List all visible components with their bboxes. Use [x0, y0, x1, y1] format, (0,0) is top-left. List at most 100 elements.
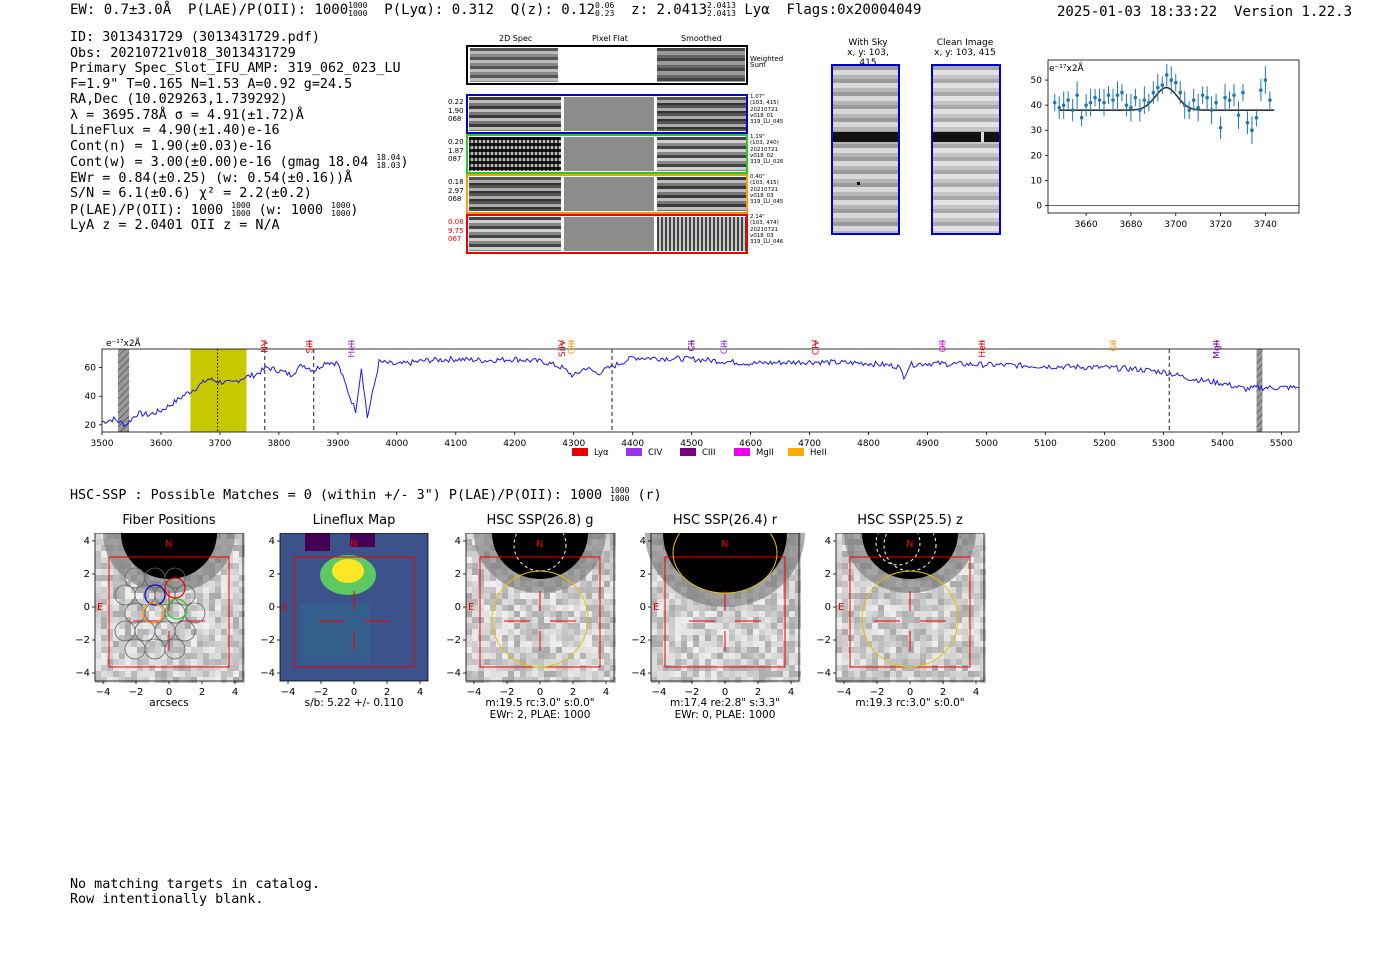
fit-point [1151, 90, 1156, 95]
fit-xtick-label: 3720 [1209, 220, 1232, 230]
fiber-circle [164, 567, 186, 589]
ytick-label: 4 [455, 536, 461, 547]
fit-point [1129, 105, 1133, 110]
info-contw: Cont(w) = 3.00(±0.00)e-16 (gmag 18.04 18… [70, 153, 409, 171]
spec-xtick-label: 5200 [1093, 439, 1116, 449]
fit-point [1066, 98, 1070, 102]
spec-line-bracket: { [1111, 339, 1116, 348]
spec-ytick-label: 40 [85, 392, 97, 402]
ytick-label: −2 [631, 635, 646, 646]
spec-line-label: CII [688, 340, 698, 352]
cutout-value: 0.20 [448, 138, 464, 146]
clean-title-block: Clean Image x, y: 103, 415 [930, 38, 1000, 58]
spec-legend-swatch [680, 448, 696, 456]
fit-point [1205, 95, 1209, 100]
aperture-box [293, 556, 415, 668]
xtick-label: 2 [570, 687, 576, 698]
hsc-panel-title: Fiber Positions [122, 513, 216, 528]
spec-xtick-label: 5100 [1034, 439, 1057, 449]
detection-info: ID: 3013431729 (3013431729.pdf) Obs: 202… [70, 30, 409, 234]
z-line: Lyα [744, 2, 770, 18]
info-plae-w-hi: 1000 [331, 200, 351, 210]
z-hi: 2.0413 [707, 1, 736, 10]
xtick-label: 2 [384, 687, 390, 698]
ytick-label: 4 [84, 536, 90, 547]
cutout-meta: 20210721 [750, 226, 778, 233]
spec-line-bracket: { [262, 339, 267, 348]
spec-xtick-label: 3700 [208, 439, 231, 449]
cutout-row-3 [466, 174, 748, 214]
spec-xtick-label: 3600 [150, 439, 173, 449]
info-lya: LyA z = 2.0401 OII z = N/A [70, 218, 280, 233]
with-sky-title-block: With Sky x, y: 103, 415 [838, 38, 898, 68]
xtick-label: 4 [417, 687, 423, 698]
fit-point [1169, 78, 1174, 82]
xtick-label: −4 [96, 687, 111, 698]
ytick-label: 4 [269, 536, 275, 547]
caption-line-1: m:19.3 rc:3.0" s:0.0" [855, 697, 965, 709]
fiber-circle [174, 620, 196, 642]
fit-point [1268, 98, 1272, 102]
xtick-label: 4 [603, 687, 609, 698]
gmag-lo: 18.03 [376, 161, 401, 170]
with-sky-xy: x, y: 103, 415 [847, 48, 889, 68]
spec-line-label: CIII [567, 340, 577, 354]
ytick-label: −4 [260, 668, 275, 679]
full-spectrum-plot: e⁻¹⁷x2Å 20 40 60 3500 3600 3700 3800 3900 4000 4… [85, 337, 1300, 458]
spec-line-label: NV [261, 339, 271, 353]
spec-legend-swatch [572, 448, 588, 456]
spec-unit: e⁻¹⁷x2Å [106, 337, 142, 349]
fit-point [1254, 115, 1259, 120]
version: Version 1.22.3 [1234, 4, 1353, 20]
xtick-label: −4 [467, 687, 482, 698]
spec-line-bracket: { [1214, 339, 1219, 348]
hsc-panel-caption: m:19.3 rc:3.0" s:0.0" [806, 697, 1014, 709]
ytick-label: 0 [455, 602, 461, 613]
info-plae-w: (w: 1000 [258, 202, 324, 218]
info-plae-text: P(LAE)/P(OII): 1000 [70, 202, 224, 218]
plae-value: P(LAE)/P(OII): 1000 [188, 2, 349, 18]
spec-axes-frame [101, 348, 1300, 433]
fit-point [1124, 103, 1129, 107]
xtick-label: 0 [907, 687, 913, 698]
fit-point [1138, 108, 1142, 112]
ytick-label: −4 [446, 668, 461, 679]
fit-unit: e⁻¹⁷x2Å [1049, 62, 1085, 74]
cutout-2dspec [469, 177, 561, 211]
cutout-smoothed [657, 97, 746, 131]
header-bar: EW: 0.7±3.0Å P(LAE)/P(OII): 1000 1000 1000… [70, 1, 921, 19]
fit-xtick-label: 3660 [1075, 220, 1098, 230]
hsc-panel-title: HSC SSP(25.5) z [857, 513, 963, 528]
qz-lo: 0.23 [595, 9, 615, 18]
cutout-meta: 20210721 [750, 106, 778, 113]
spec-xtick-label: 5000 [975, 439, 998, 449]
fit-ytick-label: 20 [1031, 151, 1043, 161]
cutout-header-smoothed: Smoothed [681, 34, 722, 43]
cutout-row-2 [466, 134, 748, 174]
ytick-label: 0 [825, 602, 831, 613]
spec-xtick-label: 4100 [444, 439, 467, 449]
spec-xtick-label: 5400 [1211, 439, 1234, 449]
east-label: E [97, 602, 103, 613]
fit-point [1115, 93, 1120, 97]
fit-point [1093, 95, 1097, 100]
clean-xy: x, y: 103, 415 [934, 48, 996, 58]
plya-value: P(Lyα): 0.312 [384, 2, 494, 18]
spec-line-label: HeII [978, 340, 988, 358]
cutout-meta: 1.07" [750, 94, 765, 100]
ytick-label: 2 [269, 569, 275, 580]
footer-line-1: No matching targets in catalog. [70, 877, 320, 892]
fit-xtick-label: 3740 [1254, 220, 1277, 230]
info-plae-lo: 1000 [231, 208, 251, 218]
ytick-label: −4 [816, 668, 831, 679]
cutout-smoothed [657, 217, 746, 251]
spec-line-bracket: { [349, 339, 354, 348]
spec-legend-label: HeII [810, 448, 827, 458]
cutout-value: 067 [448, 235, 462, 243]
cutout-meta: (103, 415) [750, 180, 779, 187]
flux-dark-patch [350, 533, 375, 547]
flux-dark-patch [305, 533, 330, 551]
spec-masked-region [1256, 349, 1263, 432]
fit-point [1106, 93, 1111, 97]
fit-point [1120, 90, 1124, 95]
